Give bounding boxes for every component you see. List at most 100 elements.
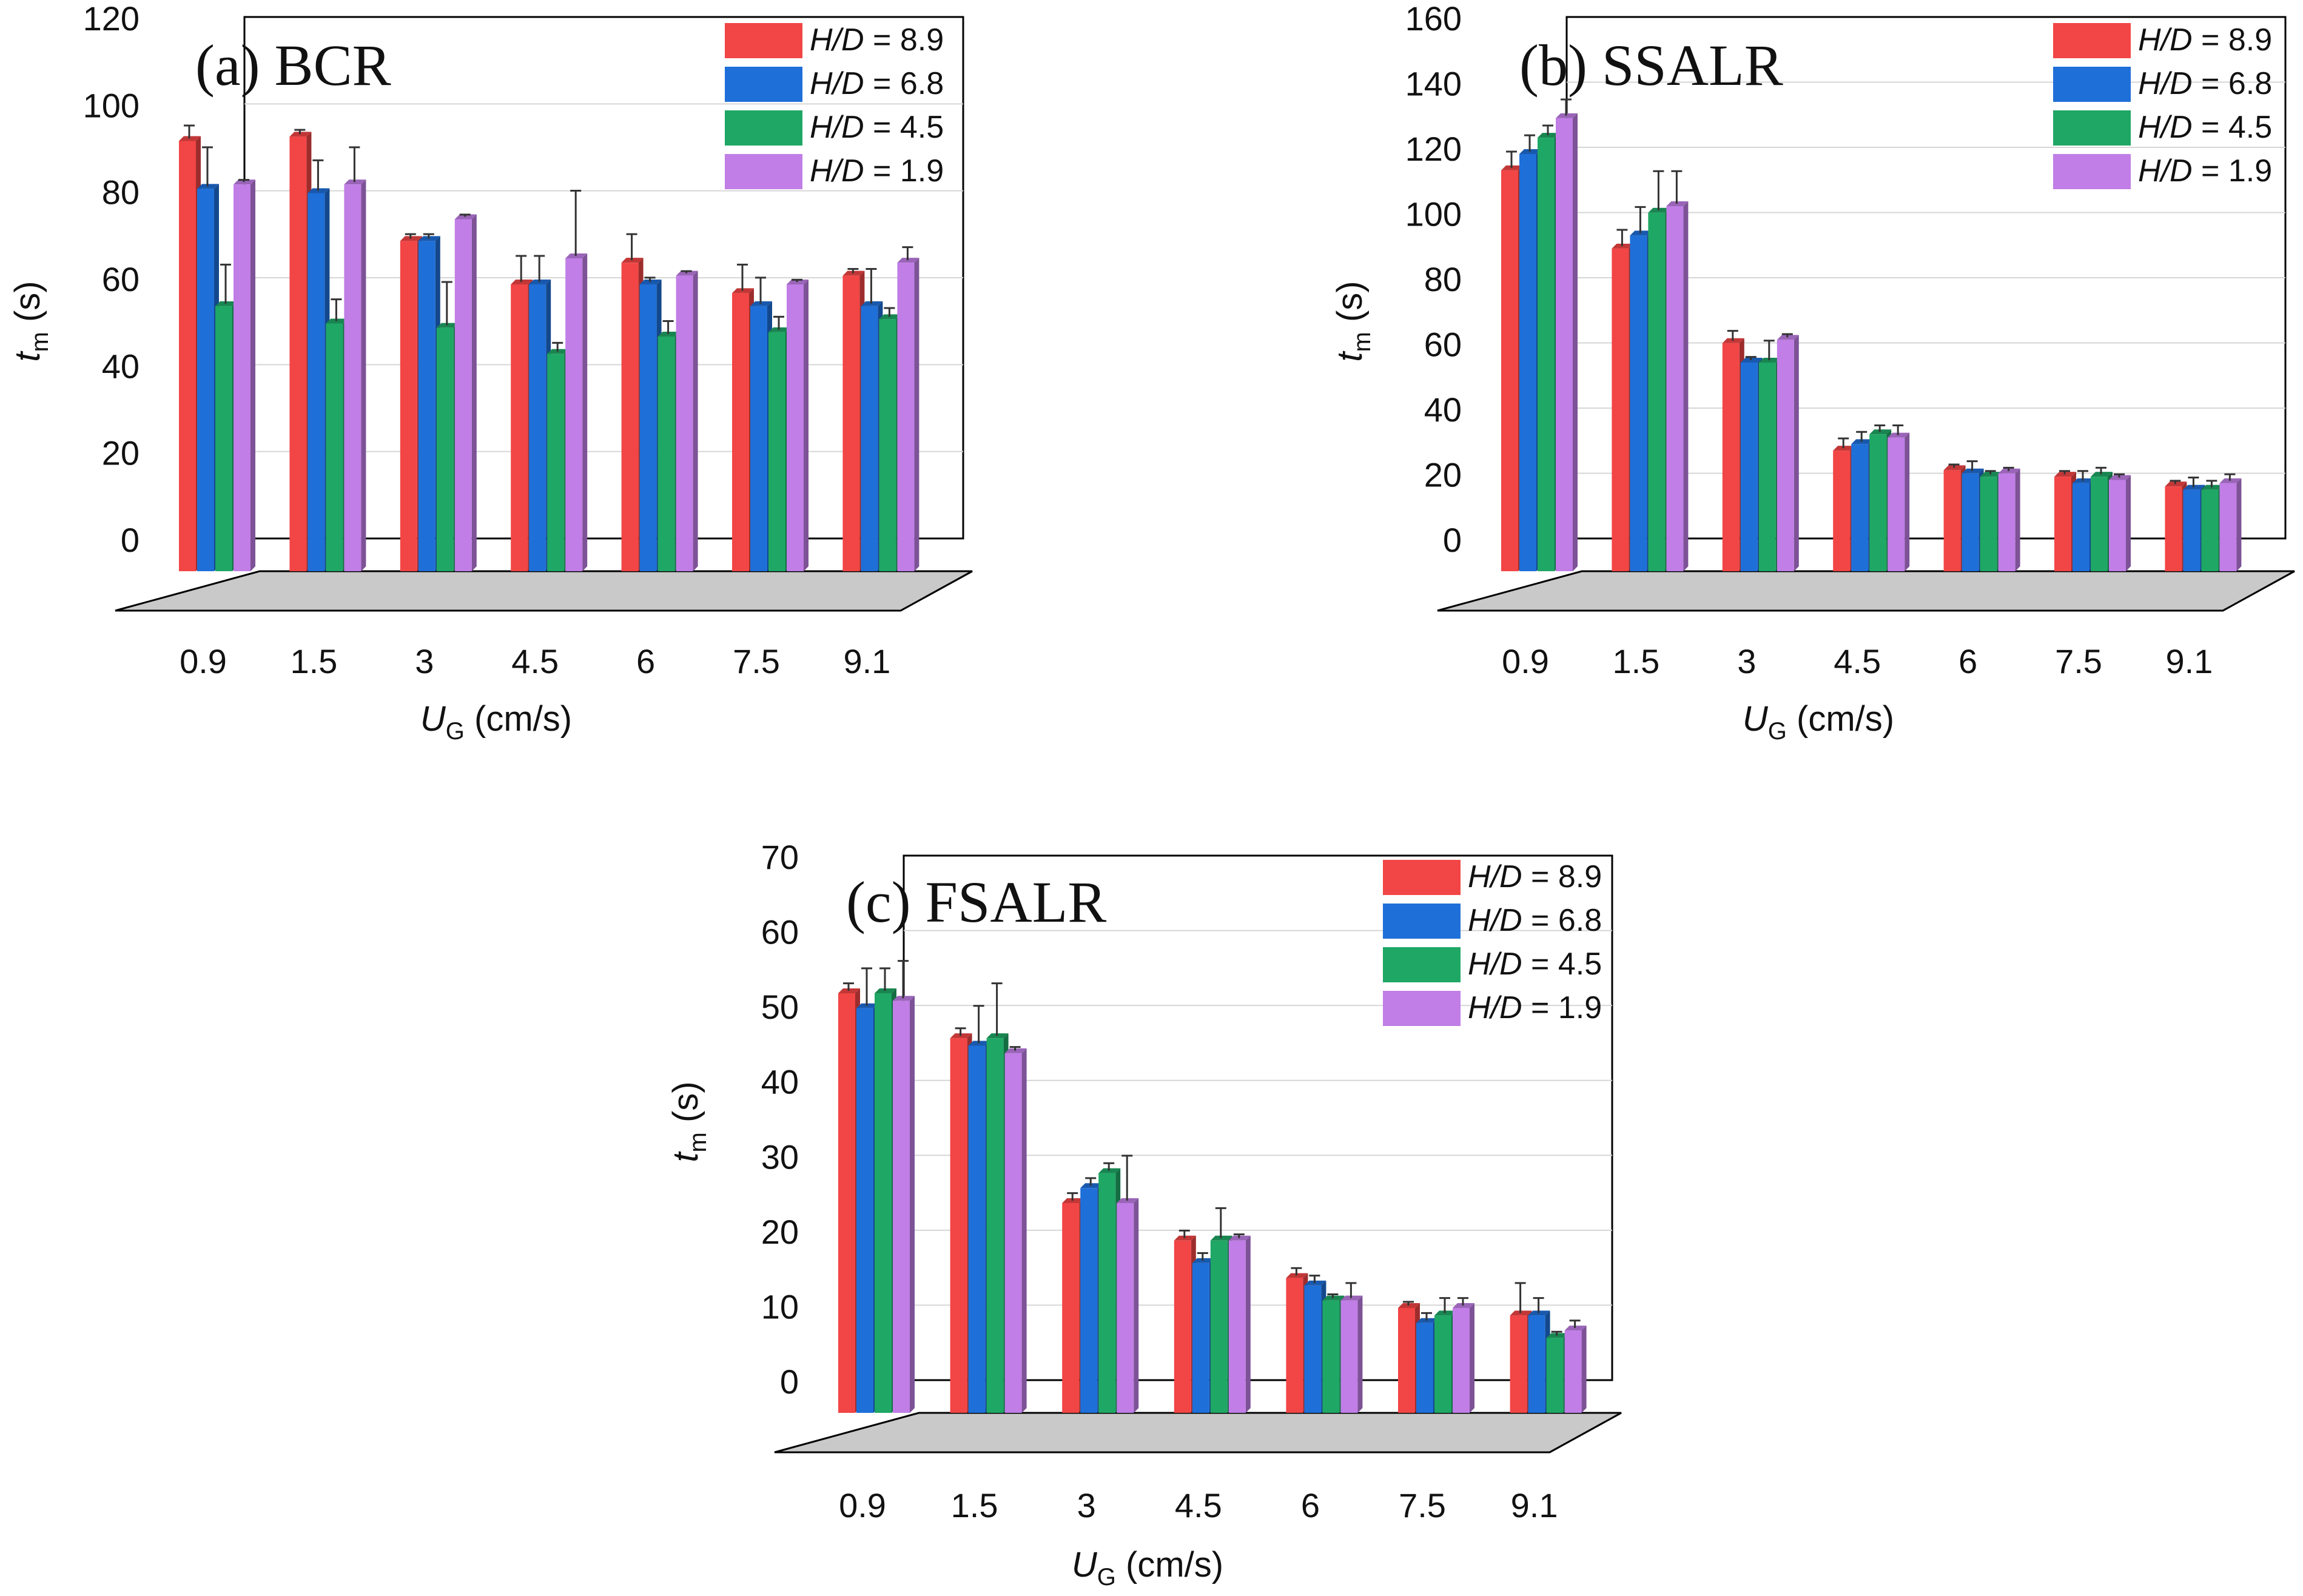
x-tick-label: 4.5 bbox=[1175, 1486, 1222, 1524]
x-tick-label: 9.1 bbox=[843, 642, 890, 680]
bar bbox=[1416, 1323, 1433, 1413]
bar bbox=[1453, 1308, 1470, 1413]
bar bbox=[1666, 206, 1684, 571]
bar bbox=[1098, 1173, 1116, 1413]
bar bbox=[893, 1001, 910, 1413]
bar-side bbox=[910, 996, 915, 1413]
x-axis-label: UG (cm/s) bbox=[420, 699, 572, 745]
chart-panel-1: 0 20 40 60 80 100 120 tm (s) 0.9 1.5 3 4.5 6 7.5 9.1 UG… bbox=[8, 0, 973, 745]
bar bbox=[529, 284, 546, 571]
bar-side bbox=[2126, 475, 2131, 571]
bar-side bbox=[2236, 478, 2242, 571]
x-axis-label: UG (cm/s) bbox=[1743, 699, 1894, 745]
bar bbox=[1546, 1338, 1564, 1413]
bar-side bbox=[914, 258, 920, 572]
y-axis-label: tm (s) bbox=[8, 281, 53, 361]
x-axis-label: UG (cm/s) bbox=[1072, 1545, 1223, 1591]
legend-swatch bbox=[2053, 110, 2131, 146]
bar bbox=[2165, 486, 2182, 571]
y-tick-label: 140 bbox=[1405, 65, 1462, 103]
x-tick-label: 9.1 bbox=[1511, 1486, 1558, 1524]
x-tick-label: 1.5 bbox=[1612, 642, 1659, 680]
bar bbox=[1758, 363, 1776, 571]
bar bbox=[289, 136, 307, 572]
bar bbox=[565, 258, 583, 571]
floor bbox=[774, 1412, 1622, 1454]
bar bbox=[1322, 1300, 1340, 1413]
bar bbox=[1851, 444, 1869, 571]
x-tick-label: 7.5 bbox=[2055, 642, 2102, 680]
bar-side bbox=[582, 253, 588, 571]
x-tick-label: 6 bbox=[1301, 1486, 1320, 1524]
y-tick-label: 80 bbox=[1424, 260, 1462, 298]
legend-swatch bbox=[1383, 860, 1461, 895]
y-tick-label: 20 bbox=[1424, 456, 1462, 494]
floor bbox=[115, 570, 973, 612]
bar bbox=[1943, 470, 1961, 571]
bar bbox=[1519, 154, 1536, 571]
y-tick-label: 100 bbox=[83, 86, 140, 124]
x-tick-label: 3 bbox=[1737, 642, 1756, 680]
bar bbox=[1210, 1240, 1228, 1413]
bar bbox=[1740, 363, 1758, 571]
y-tick-label: 10 bbox=[761, 1287, 799, 1326]
y-tick-label: 60 bbox=[761, 913, 799, 951]
bar-side bbox=[1581, 1326, 1587, 1413]
y-tick-label: 20 bbox=[102, 434, 140, 472]
legend-label: H/D = 1.9 bbox=[2138, 153, 2272, 189]
legend-label: H/D = 6.8 bbox=[810, 66, 944, 101]
bar bbox=[2219, 483, 2237, 571]
bar bbox=[856, 1008, 873, 1413]
bar bbox=[326, 323, 343, 571]
bar bbox=[197, 189, 214, 571]
legend-label: H/D = 4.5 bbox=[2138, 110, 2272, 145]
bar bbox=[1434, 1315, 1451, 1413]
bar bbox=[676, 275, 693, 571]
bar-side bbox=[1470, 1303, 1474, 1413]
bar-side bbox=[1245, 1235, 1251, 1413]
x-tick-label: 7.5 bbox=[1399, 1486, 1446, 1524]
bar-side bbox=[1021, 1048, 1027, 1413]
bar-side bbox=[250, 179, 255, 572]
y-axis-label: tm (s) bbox=[1330, 281, 1376, 361]
bar bbox=[436, 327, 454, 571]
y-tick-label: 20 bbox=[761, 1213, 799, 1251]
bar bbox=[968, 1045, 986, 1413]
y-tick-label: 40 bbox=[102, 347, 140, 385]
bar bbox=[234, 184, 250, 572]
legend-swatch bbox=[1383, 991, 1461, 1026]
x-tick-label: 6 bbox=[1958, 642, 1977, 680]
bar bbox=[768, 332, 785, 571]
legend-label: H/D = 6.8 bbox=[1468, 903, 1602, 938]
x-tick-label: 0.9 bbox=[839, 1486, 886, 1524]
y-tick-label: 60 bbox=[102, 260, 140, 298]
bar bbox=[2183, 489, 2200, 571]
bar bbox=[838, 993, 855, 1413]
bar bbox=[454, 219, 472, 571]
legend-swatch bbox=[1383, 904, 1461, 939]
bar bbox=[1564, 1330, 1582, 1413]
x-tick-label: 1.5 bbox=[951, 1486, 998, 1524]
bar-side bbox=[1357, 1295, 1363, 1413]
bar bbox=[1501, 170, 1518, 571]
legend-swatch bbox=[2053, 154, 2131, 189]
bar bbox=[1722, 343, 1740, 571]
bar bbox=[1004, 1053, 1022, 1413]
legend-label: H/D = 4.5 bbox=[1468, 947, 1602, 982]
bar bbox=[657, 337, 675, 571]
bar bbox=[1510, 1315, 1527, 1413]
bar bbox=[1648, 212, 1666, 571]
legend-swatch bbox=[725, 110, 802, 146]
legend-label: H/D = 8.9 bbox=[1468, 859, 1602, 894]
bar-side bbox=[693, 270, 698, 571]
bar bbox=[547, 354, 565, 571]
legend-label: H/D = 4.5 bbox=[810, 110, 944, 145]
bar bbox=[1869, 434, 1887, 571]
bar bbox=[1528, 1315, 1545, 1413]
y-tick-label: 70 bbox=[761, 838, 799, 876]
legend-swatch bbox=[2053, 67, 2131, 102]
y-tick-label: 60 bbox=[1424, 326, 1462, 364]
bar bbox=[1192, 1262, 1209, 1413]
chart-title: (c) FSALR bbox=[846, 870, 1106, 934]
